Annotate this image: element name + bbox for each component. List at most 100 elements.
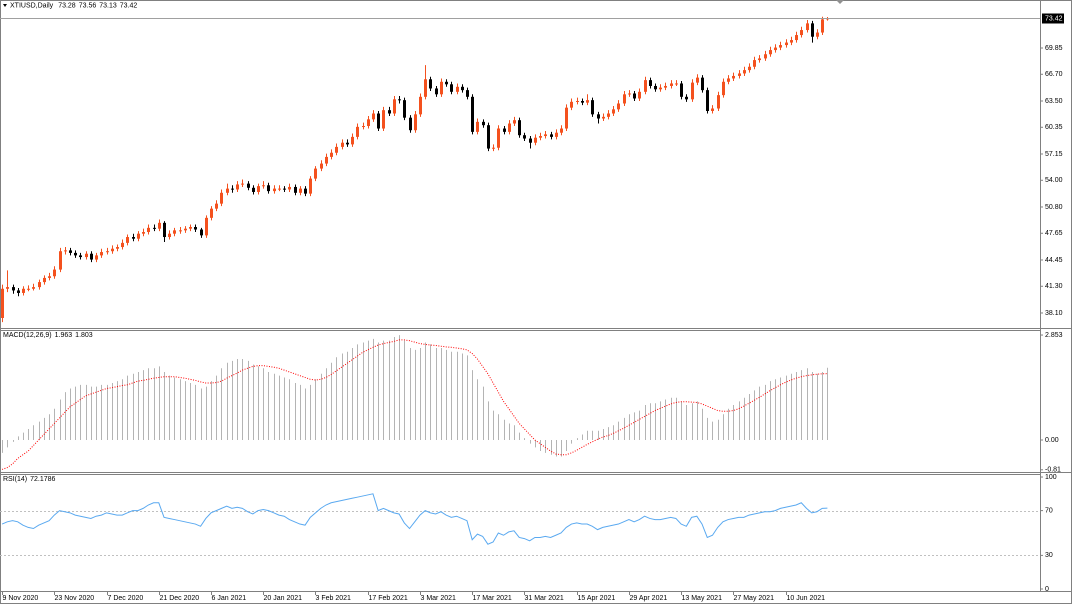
candle-body xyxy=(179,230,182,232)
x-tick-label: 3 Feb 2021 xyxy=(316,595,352,602)
candle-body xyxy=(314,168,317,179)
candle-body xyxy=(106,251,109,253)
candle-body xyxy=(764,54,767,59)
candle-body xyxy=(153,227,156,229)
y-tick-label: 0.00 xyxy=(1045,437,1059,444)
candle-body xyxy=(205,217,208,236)
candle-body xyxy=(341,142,344,147)
candle-body xyxy=(717,95,720,109)
candle-body xyxy=(247,183,250,188)
candle-body xyxy=(602,116,605,119)
menu-arrow[interactable] xyxy=(3,4,7,7)
candle-body xyxy=(497,128,500,148)
candle-body xyxy=(429,79,432,89)
candle-body xyxy=(273,188,276,192)
candle-body xyxy=(220,192,223,204)
candle-body xyxy=(471,96,474,132)
candle-body xyxy=(800,30,803,36)
candle-body xyxy=(325,156,328,164)
candle-body xyxy=(330,152,333,157)
candle-body xyxy=(644,80,647,92)
x-tick-label: 21 Dec 2020 xyxy=(160,595,200,602)
candle-body xyxy=(487,125,490,149)
candle-body xyxy=(393,99,396,114)
candle-body xyxy=(529,138,532,143)
candle-body xyxy=(12,287,15,291)
candle-body xyxy=(69,250,72,253)
candle-body xyxy=(753,60,756,67)
candle-body xyxy=(147,227,150,233)
candle-body xyxy=(591,100,594,115)
candle-body xyxy=(560,128,563,133)
candle-body xyxy=(116,247,119,249)
macd-value: 1.963 xyxy=(55,332,73,339)
candle-body xyxy=(409,117,412,131)
candle-body xyxy=(299,188,302,193)
y-tick-label: 2.853 xyxy=(1045,332,1063,339)
candle-body xyxy=(267,185,270,192)
candle-body xyxy=(450,84,453,92)
candle-body xyxy=(659,87,662,90)
y-tick-label: 38.10 xyxy=(1045,310,1063,317)
x-tick-label: 29 Apr 2021 xyxy=(630,595,668,602)
candle-body xyxy=(685,96,688,100)
candle-body xyxy=(257,186,260,192)
candle-body xyxy=(664,85,667,88)
candle-body xyxy=(22,288,25,293)
candle-body xyxy=(816,32,819,37)
candle-body xyxy=(142,232,145,234)
y-tick-label: 50.80 xyxy=(1045,204,1063,211)
candle-body xyxy=(670,83,673,86)
candle-body xyxy=(738,73,741,76)
candle-body xyxy=(111,248,114,252)
candle-body xyxy=(623,94,626,104)
shift-marker xyxy=(836,0,844,4)
candle-body xyxy=(539,136,542,138)
candle-body xyxy=(482,121,485,126)
candle-body xyxy=(158,222,161,229)
candle-body xyxy=(435,88,438,95)
candle-body xyxy=(132,237,135,239)
candle-body xyxy=(283,188,286,190)
rsi-line xyxy=(1,493,828,545)
candle-body xyxy=(372,113,375,120)
candle-body xyxy=(252,187,255,192)
candle-body xyxy=(6,287,9,289)
y-tick-label: 100 xyxy=(1045,474,1057,481)
candle-body xyxy=(163,222,166,238)
candle-body xyxy=(774,47,777,51)
candle-body xyxy=(304,188,307,194)
candle-body xyxy=(320,163,323,169)
candle-body xyxy=(414,114,417,131)
candle-body xyxy=(226,188,229,193)
candle-body xyxy=(100,252,103,256)
candle-body xyxy=(90,253,93,260)
candle-body xyxy=(231,188,234,190)
candle-body xyxy=(121,242,124,248)
candle-body xyxy=(173,230,176,234)
candle-body xyxy=(137,233,140,239)
candle-body xyxy=(570,101,573,108)
candle-body xyxy=(597,114,600,119)
x-tick-label: 7 Dec 2020 xyxy=(108,595,144,602)
candle-body xyxy=(466,90,469,97)
candle-body xyxy=(126,237,129,243)
x-tick-label: 3 Mar 2021 xyxy=(421,595,457,602)
candle-body xyxy=(518,120,521,136)
x-tick-label: 17 Feb 2021 xyxy=(369,595,408,602)
candle-body xyxy=(440,81,443,95)
candle-body xyxy=(17,290,20,293)
candle-body xyxy=(215,203,218,209)
candle-body xyxy=(388,110,391,114)
candle-body xyxy=(607,113,610,117)
macd-header: MACD(12,26,9) 1.963 1.803 xyxy=(3,332,93,339)
candle-body xyxy=(581,100,584,103)
candle-body xyxy=(236,184,239,190)
candle-body xyxy=(617,103,620,110)
candle-body xyxy=(38,282,41,288)
y-tick-label: 66.70 xyxy=(1045,71,1063,78)
candle-body xyxy=(727,78,730,82)
candle-body xyxy=(576,100,579,102)
